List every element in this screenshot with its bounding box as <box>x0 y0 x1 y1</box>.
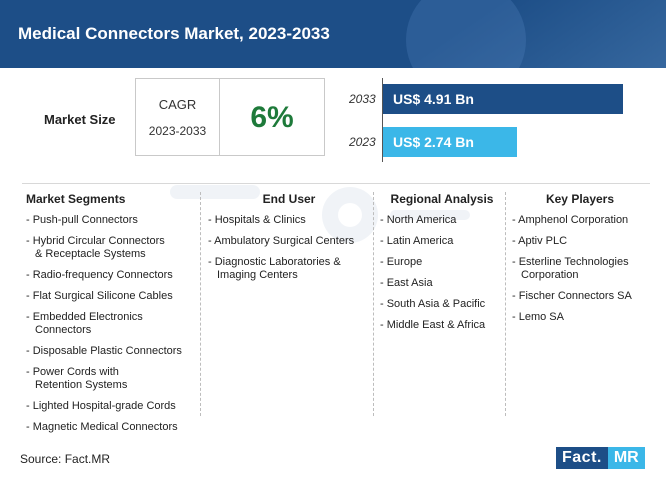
list-item: - Hospitals & Clinics <box>208 214 370 227</box>
logo-part-fact: Fact. <box>556 447 608 469</box>
list-item-text: - Lighted Hospital-grade Cords <box>26 400 176 412</box>
list-item-text: - Middle East & Africa <box>380 319 486 331</box>
list-item: - Middle East & Africa <box>380 319 504 332</box>
list-item: - Aptiv PLC <box>512 235 648 248</box>
connector-watermark-image <box>170 185 470 243</box>
list-item: - Amphenol Corporation <box>512 214 648 227</box>
factmr-logo: Fact. MR <box>556 446 645 470</box>
list-item-text: - Push-pull Connectors <box>26 214 138 226</box>
list-item: - Europe <box>380 256 504 269</box>
heading-key-players: Key Players <box>545 192 615 206</box>
list-item-text: - South Asia & Pacific <box>380 298 486 310</box>
column-market-segments: Market Segments - Push-pull Connectors - … <box>26 184 198 442</box>
list-item-text: - Ambulatory Surgical Centers <box>208 235 355 247</box>
list-item: - Flat Surgical Silicone Cables <box>26 290 198 303</box>
list-item-text: - Flat Surgical Silicone Cables <box>26 290 173 302</box>
list-end-user: - Hospitals & Clinics - Ambulatory Surgic… <box>208 214 370 282</box>
column-regional-analysis: Regional Analysis - North America - Latin… <box>380 184 504 340</box>
list-item-text: - Esterline Technologies <box>512 256 629 268</box>
list-item: - Ambulatory Surgical Centers <box>208 235 370 248</box>
market-size-label: Market Size <box>44 112 116 127</box>
list-item: - Embedded Electronics Connectors <box>26 311 198 337</box>
list-item: - Fischer Connectors SA <box>512 290 648 303</box>
list-item: - Magnetic Medical Connectors <box>26 421 198 434</box>
list-key-players: - Amphenol Corporation - Aptiv PLC - Ester… <box>512 214 648 324</box>
list-item: - South Asia & Pacific <box>380 298 504 311</box>
list-item-continuation: Imaging Centers <box>217 269 298 281</box>
bar-year-2033: 2033 <box>349 92 376 106</box>
page-title: Medical Connectors Market, 2023-2033 <box>18 24 330 43</box>
bar-2033: US$ 4.91 Bn <box>383 84 623 114</box>
list-item: - Radio-frequency Connectors <box>26 269 198 282</box>
list-item: - East Asia <box>380 277 504 290</box>
column-key-players: Key Players - Amphenol Corporation - Apti… <box>512 184 648 332</box>
list-market-segments: - Push-pull Connectors - Hybrid Circular … <box>26 214 198 434</box>
list-item-continuation: Retention Systems <box>35 379 128 391</box>
list-regional-analysis: - North America - Latin America - Europe - … <box>380 214 504 332</box>
column-divider <box>505 192 507 416</box>
list-item-text: - Aptiv PLC <box>512 235 568 247</box>
list-item: - Esterline Technologies Corporation <box>512 256 648 282</box>
list-item: - North America <box>380 214 504 227</box>
list-item-text: - Hybrid Circular Connectors <box>26 235 165 247</box>
column-divider <box>373 192 375 416</box>
cagr-label: CAGR <box>158 97 197 112</box>
list-item-text: - Latin America <box>380 235 454 247</box>
list-item: - Disposable Plastic Connectors <box>26 345 198 358</box>
list-item-text: - East Asia <box>380 277 433 289</box>
segments-panel: Market Segments - Push-pull Connectors - … <box>22 183 650 434</box>
list-item-text: - Amphenol Corporation <box>512 214 629 226</box>
header-decoration-circle <box>406 0 526 68</box>
heading-regional-analysis: Regional Analysis <box>390 192 494 206</box>
list-item-text: - Lemo SA <box>512 311 564 323</box>
list-item-text: - Magnetic Medical Connectors <box>26 421 178 433</box>
list-item: - Lemo SA <box>512 311 648 324</box>
list-item-text: - Power Cords with <box>26 366 119 378</box>
cagr-left-cell: CAGR 2023-2033 <box>136 79 220 155</box>
column-end-user: End User - Hospitals & Clinics - Ambulato… <box>208 184 370 290</box>
heading-end-user: End User <box>262 192 316 206</box>
list-item-text: - Fischer Connectors SA <box>512 290 632 302</box>
list-item: - Push-pull Connectors <box>26 214 198 227</box>
cagr-value: 6% <box>250 101 294 134</box>
list-item: - Diagnostic Laboratories & Imaging Cente… <box>208 256 370 282</box>
list-item-continuation: Corporation <box>521 269 579 281</box>
bar-axis-line <box>382 78 383 162</box>
list-item-text: - Disposable Plastic Connectors <box>26 345 182 357</box>
list-item-text: - North America <box>380 214 457 226</box>
list-item-text: - Hospitals & Clinics <box>208 214 306 226</box>
list-item-continuation: & Receptacle Systems <box>35 248 146 260</box>
bar-2023: US$ 2.74 Bn <box>383 127 517 157</box>
list-item-text: - Embedded Electronics <box>26 311 143 323</box>
list-item-text: - Europe <box>380 256 423 268</box>
list-item-text: - Radio-frequency Connectors <box>26 269 173 281</box>
heading-market-segments: Market Segments <box>26 192 126 206</box>
list-item: - Lighted Hospital-grade Cords <box>26 400 198 413</box>
column-divider <box>200 192 202 416</box>
list-item-text: - Diagnostic Laboratories & <box>208 256 341 268</box>
list-item: - Latin America <box>380 235 504 248</box>
bar-year-2023: 2023 <box>349 135 376 149</box>
cagr-box: CAGR 2023-2033 6% <box>135 78 325 156</box>
source-text: Source: Fact.MR <box>20 452 111 466</box>
list-item: - Hybrid Circular Connectors & Receptacle… <box>26 235 198 261</box>
logo-part-mr: MR <box>607 447 645 469</box>
cagr-years: 2023-2033 <box>148 124 207 138</box>
list-item-continuation: Connectors <box>35 324 92 336</box>
list-item: - Power Cords with Retention Systems <box>26 366 198 392</box>
header-banner: Medical Connectors Market, 2023-2033 <box>0 0 666 68</box>
